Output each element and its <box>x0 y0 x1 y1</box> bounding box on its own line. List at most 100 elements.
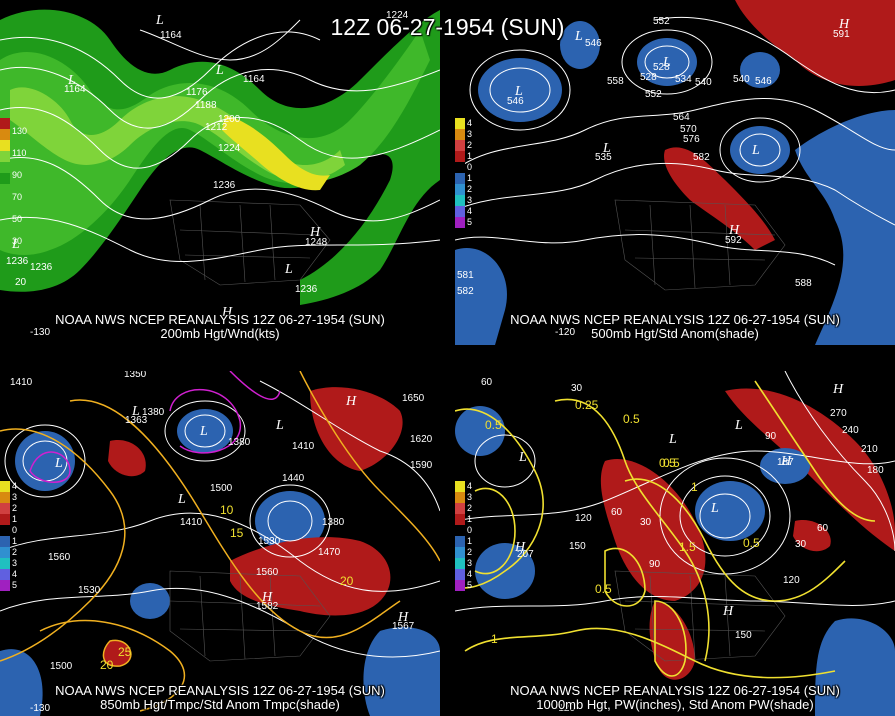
pw-contours-1000mb <box>455 380 876 679</box>
pos-anomaly-shade <box>310 387 403 471</box>
neg-anomaly-shade <box>740 52 780 88</box>
contour-label: 564 <box>673 112 690 123</box>
high-center: H <box>261 590 273 605</box>
map-title: 12Z 06-27-1954 (SUN) <box>330 14 565 40</box>
pw-label: 1.5 <box>679 540 696 554</box>
neg-anomaly-shade <box>130 583 170 619</box>
contour-label: 1224 <box>386 10 409 21</box>
contour-label: -130 <box>30 703 50 714</box>
high-center: H <box>838 17 850 32</box>
map-1000mb: 60 30 0.5 0.25 0.5 0.5 120 60 30 90 150 … <box>455 371 895 716</box>
pw-label: 0.25 <box>575 398 599 412</box>
contour-label: 1164 <box>243 74 265 85</box>
contour-label: 592 <box>725 235 742 246</box>
height-contours-500mb <box>455 16 895 266</box>
contour-label: 576 <box>683 134 700 145</box>
contour-label: 1560 <box>256 567 279 578</box>
wind-shade-core <box>222 115 330 191</box>
high-center: H <box>728 223 740 238</box>
low-center: L <box>131 404 140 419</box>
low-center: L <box>574 29 583 44</box>
low-center: L <box>284 262 293 277</box>
contour-label: 60 <box>817 523 829 534</box>
map-500mb: 552 546 540 528 534 540 546 558 552 564 … <box>455 0 895 345</box>
contour-label: 540 <box>695 77 712 88</box>
temp-label: 20 <box>100 658 114 672</box>
temp-label: 15 <box>230 526 244 540</box>
contour-label: 540 <box>733 74 750 85</box>
panel-1000mb: 60 30 0.5 0.25 0.5 0.5 120 60 30 90 150 … <box>455 371 895 716</box>
contour-label: 1410 <box>10 377 33 388</box>
pw-label: 0.5 <box>623 412 640 426</box>
contour-label: 150 <box>569 541 586 552</box>
pos-anomaly-shade <box>725 388 895 551</box>
pos-anomaly-shade <box>600 459 706 601</box>
height-contours-200mb <box>0 19 440 263</box>
contour-label: 1212 <box>205 122 228 133</box>
pos-anomaly-shade <box>735 0 895 86</box>
contour-label: 546 <box>507 96 524 107</box>
low-center: L <box>199 424 208 439</box>
panel-caption-field: 200mb Hgt/Wnd(kts) <box>160 326 280 341</box>
contour-label: 1410 <box>292 441 315 452</box>
contour-label: -130 <box>30 327 50 338</box>
high-center: H <box>221 305 233 320</box>
contour-label: 546 <box>755 76 772 87</box>
pos-anomaly-shade <box>108 440 146 477</box>
temp-label: 25 <box>118 645 132 659</box>
low-center: L <box>215 63 224 78</box>
pos-anomaly-shade <box>649 601 695 680</box>
contour-label: 1236 <box>295 284 318 295</box>
contour-label: 1410 <box>180 517 203 528</box>
contour-label: 1224 <box>218 143 241 154</box>
contour-label: 1236 <box>213 180 236 191</box>
contour-label: 581 <box>457 270 474 281</box>
panel-caption-source: NOAA NWS NCEP REANALYSIS 12Z 06-27-1954 … <box>55 683 385 698</box>
low-center: L <box>710 501 719 516</box>
contour-label: 1380 <box>142 407 165 418</box>
panel-500mb: 552 546 540 528 534 540 546 558 552 564 … <box>455 0 895 345</box>
contour-label: 528 <box>640 72 657 83</box>
contour-label: 582 <box>693 152 710 163</box>
contour-label: 1176 <box>186 87 208 98</box>
contour-label: 1380 <box>228 437 251 448</box>
contour-label: 1200 <box>218 114 241 125</box>
contour-label: 1650 <box>402 393 425 404</box>
low-center: L <box>514 84 523 99</box>
contour-label: 546 <box>585 38 602 49</box>
panel-caption-field: 850mb Hgt/Tmpc/Std Anom Tmpc(shade) <box>100 697 340 712</box>
low-center: L <box>155 13 164 28</box>
contour-label: 60 <box>611 507 623 518</box>
contour-label: 1350 <box>124 371 147 380</box>
pw-label: 1 <box>691 480 698 494</box>
low-center: L <box>668 432 677 447</box>
contour-label: 60 <box>481 377 493 388</box>
pw-label: 0.5 <box>485 418 502 432</box>
panel-200mb: 1224 1164 1164 1164 1176 1188 1200 1212 … <box>0 0 440 345</box>
contour-label: 552 <box>645 89 662 100</box>
boundaries-500mb <box>614 199 786 291</box>
map-850mb: 1410 1350 1380 1363 1380 1410 1440 1500 … <box>0 371 440 716</box>
panel-caption-field: 1000mb Hgt, PW(inches), Std Anom PW(shad… <box>536 697 814 712</box>
contour-label: 1440 <box>282 473 305 484</box>
contour-label: 20 <box>15 277 27 288</box>
pw-label: 1 <box>491 632 498 646</box>
high-center: H <box>514 540 526 555</box>
contour-label: 1380 <box>322 517 345 528</box>
contour-label: 270 <box>830 408 847 419</box>
contour-label: 535 <box>595 152 612 163</box>
low-center: L <box>54 456 63 471</box>
low-center: L <box>734 418 743 433</box>
contour-label: 558 <box>607 76 624 87</box>
pw-label: 0.5 <box>663 456 680 470</box>
height-contours-850mb <box>0 380 440 658</box>
temp-label: 20 <box>340 574 354 588</box>
low-center: L <box>751 143 760 158</box>
contour-label: 582 <box>457 286 474 297</box>
contour-label: 528 <box>653 62 670 73</box>
neg-anomaly-shade <box>815 618 895 716</box>
contour-label: 1500 <box>210 483 233 494</box>
contour-label: 210 <box>861 444 878 455</box>
temp-contours-850mb <box>0 371 440 712</box>
pos-anomaly-shade <box>230 537 391 616</box>
